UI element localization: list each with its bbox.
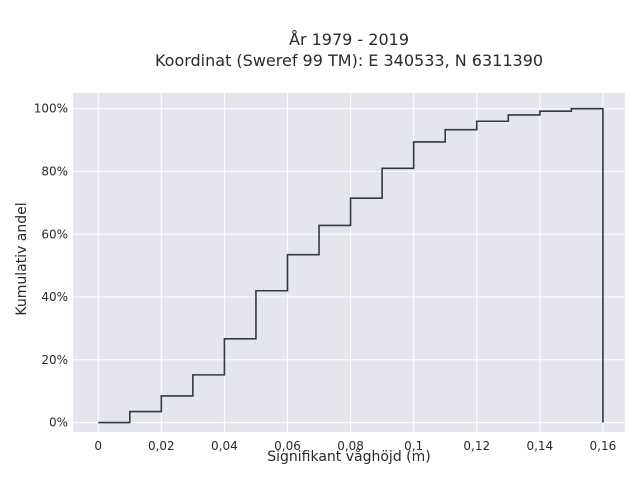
x-tick-label: 0,06 [274, 439, 301, 453]
plot-area [73, 93, 625, 432]
chart-title-line1: År 1979 - 2019 [289, 30, 409, 49]
x-tick-label: 0,12 [463, 439, 490, 453]
x-tick-label: 0,02 [148, 439, 175, 453]
x-tick-label: 0,08 [337, 439, 364, 453]
y-tick-label: 20% [41, 353, 68, 367]
chart-title-line2: Koordinat (Sweref 99 TM): E 340533, N 63… [155, 51, 543, 70]
x-axis-label: Signifikant våghöjd (m) [267, 448, 430, 465]
y-axis-label: Kumulativ andel [14, 202, 30, 315]
x-tick-label: 0,14 [526, 439, 553, 453]
y-tick-label: 100% [34, 102, 68, 116]
tick-labels: 0 0,02 0,04 0,06 0,08 0,1 0,12 0,14 0,16 0% 20% 40%… [34, 102, 617, 453]
x-tick-label: 0,04 [211, 439, 238, 453]
y-tick-label: 80% [41, 164, 68, 178]
y-tick-label: 0% [49, 416, 68, 430]
y-tick-label: 40% [41, 290, 68, 304]
cumulative-step-line [98, 107, 604, 424]
x-tick-label: 0,16 [590, 439, 617, 453]
x-tick-label: 0 [94, 439, 102, 453]
x-tick-label: 0,1 [404, 439, 423, 453]
y-tick-label: 60% [41, 227, 68, 241]
